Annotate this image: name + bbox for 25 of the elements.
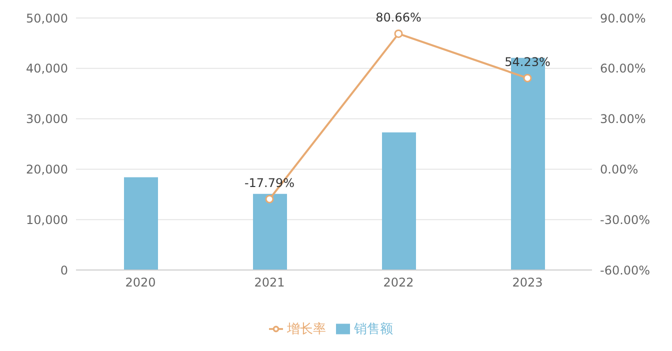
- y2-tick-label: 90.00%: [600, 11, 646, 26]
- y2-tick-label: -30.00%: [600, 212, 650, 227]
- y-tick-label: 50,000: [26, 11, 68, 26]
- y-tick-label: 20,000: [26, 162, 68, 176]
- x-tick-label: 2023: [512, 276, 543, 290]
- x-tick-label: 2021: [254, 276, 285, 290]
- y-tick-label: 10,000: [26, 212, 68, 227]
- bar: [124, 177, 158, 270]
- legend-label: 增长率: [287, 322, 326, 337]
- y2-tick-label: 30.00%: [600, 112, 646, 126]
- point: [265, 194, 274, 204]
- y-tick-label: 30,000: [26, 112, 68, 126]
- y2-tick-label: -60.00%: [600, 263, 650, 278]
- point: [523, 74, 532, 82]
- x-tick-label: 2022: [383, 276, 414, 290]
- bar: [382, 132, 416, 270]
- point: [394, 29, 403, 38]
- bar: [253, 194, 287, 270]
- legend-label: 销售额: [354, 322, 393, 337]
- x-tick-label: 2020: [125, 276, 156, 290]
- y2-tick-label: 0.00%: [600, 162, 638, 176]
- y-tick-label: 0: [60, 263, 68, 278]
- data-label: 80.66%: [376, 10, 422, 25]
- y2-tick-label: 60.00%: [600, 62, 646, 76]
- y-tick-label: 40,000: [26, 62, 68, 76]
